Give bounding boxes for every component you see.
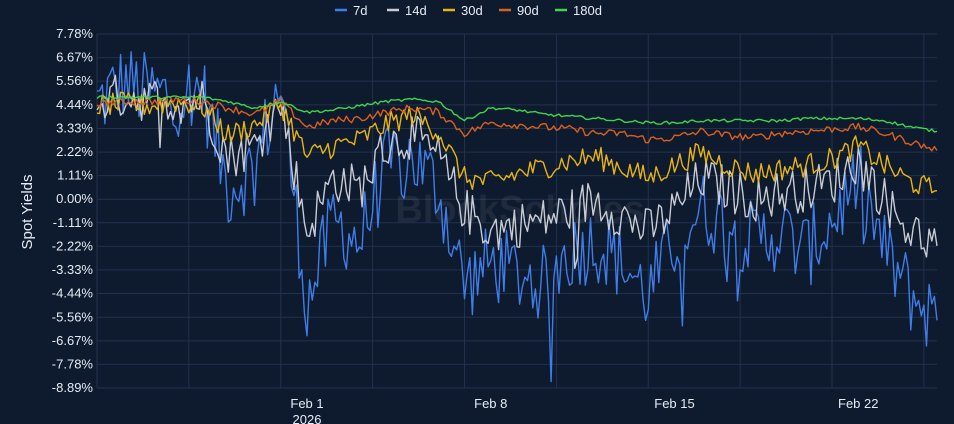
y-tick-label: -8.89% [52,380,94,395]
series-line-14d [96,74,938,269]
legend-label: 7d [353,3,367,18]
y-tick-label: -6.67% [52,333,94,348]
y-tick-label: -1.11% [53,215,94,230]
y-tick-label: 2.22% [56,144,93,159]
legend: 7d 14d 30d 90d 180d [335,3,602,18]
x-tick-label: Feb 22 [838,396,878,411]
y-tick-label: -7.78% [52,356,94,371]
legend-item-14d[interactable]: 14d [387,3,427,18]
grid [96,33,937,389]
series-line-180d [96,95,938,133]
series-line-90d [96,95,938,152]
series-lines [96,51,938,383]
y-tick-label: -4.44% [52,286,94,301]
y-tick-label: -2.22% [52,238,94,253]
y-tick-label: 4.44% [56,97,93,112]
y-tick-label: 6.67% [56,50,93,65]
series-line-30d [96,91,938,195]
legend-item-180d[interactable]: 180d [555,3,602,18]
x-tick-year-label: 2026 [293,412,322,424]
y-tick-label: -5.56% [52,309,94,324]
legend-label: 30d [461,3,483,18]
legend-label: 90d [517,3,539,18]
x-tick-label: Feb 8 [474,396,507,411]
series-line-7d [96,51,938,383]
y-tick-label: 5.56% [56,73,93,88]
x-tick-label: Feb 15 [654,396,694,411]
y-tick-label: 7.78% [56,26,93,41]
y-tick-label: 0.00% [56,191,93,206]
y-axis-ticks: 7.78% 6.67% 5.56% 4.44% 3.33% 2.22% 1.11% 0.00%… [52,26,94,395]
y-tick-label: -3.33% [52,262,94,277]
legend-item-90d[interactable]: 90d [499,3,539,18]
legend-label: 180d [573,3,602,18]
y-tick-label: 1.11% [57,168,93,183]
legend-item-30d[interactable]: 30d [443,3,483,18]
legend-item-7d[interactable]: 7d [335,3,367,18]
watermark: BlockScholes [395,189,644,231]
x-tick-label: Feb 1 [290,396,323,411]
y-tick-label: 3.33% [56,120,93,135]
legend-label: 14d [405,3,427,18]
y-axis-label: Spot Yields [19,174,36,249]
